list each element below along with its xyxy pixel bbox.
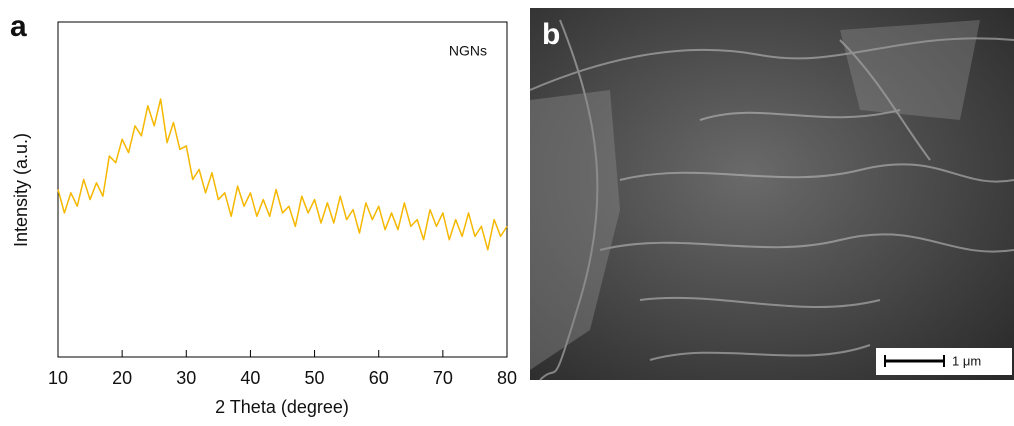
plot-frame: [57, 21, 508, 358]
x-tick-label: 20: [112, 368, 132, 388]
data-line: [57, 98, 508, 251]
x-tick-label: 80: [497, 368, 517, 388]
scale-bar-label: 1 μm: [952, 353, 981, 368]
x-tick-label: 60: [369, 368, 389, 388]
sem-flake: [530, 90, 620, 370]
x-tick-label: 40: [240, 368, 260, 388]
panel-label: a: [10, 10, 27, 43]
x-tick-label: 30: [176, 368, 196, 388]
sem-flake: [840, 20, 980, 120]
panel-label: b: [542, 18, 560, 51]
y-axis-label: Intensity (a.u.): [11, 133, 31, 247]
x-tick-label: 10: [48, 368, 68, 388]
sem-texture: [529, 19, 1014, 381]
x-tick-label: 50: [305, 368, 325, 388]
sem-background: [530, 8, 1014, 380]
series-label: NGNs: [449, 43, 487, 59]
x-axis-label: 2 Theta (degree): [215, 397, 349, 417]
sem-image: b 1 μm: [529, 8, 1014, 381]
x-tick-label: 70: [433, 368, 453, 388]
